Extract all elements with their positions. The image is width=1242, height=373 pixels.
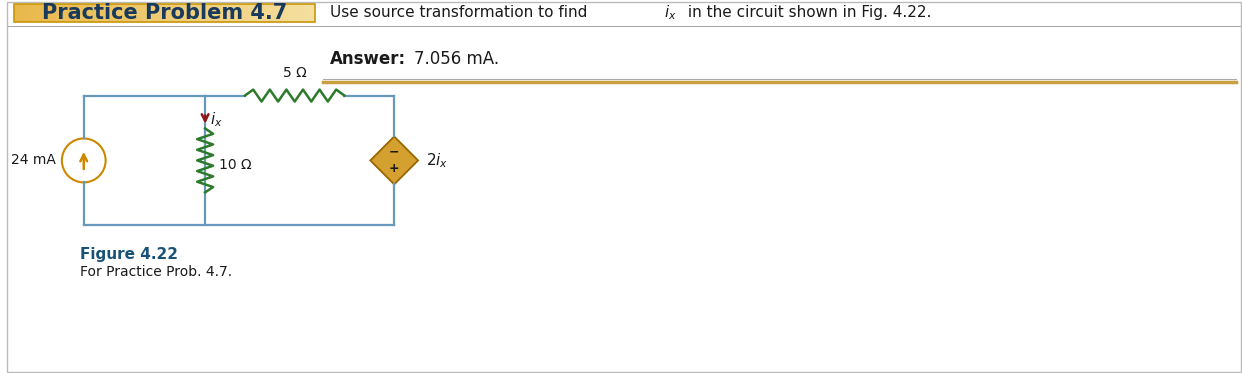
Bar bbox=[273, 4, 277, 22]
Bar bbox=[89, 4, 93, 22]
Bar bbox=[247, 4, 251, 22]
Bar bbox=[14, 4, 17, 22]
Bar bbox=[123, 4, 127, 22]
Bar bbox=[112, 4, 116, 22]
Bar bbox=[127, 4, 130, 22]
Bar bbox=[130, 4, 134, 22]
Bar bbox=[86, 4, 89, 22]
Bar bbox=[134, 4, 138, 22]
Bar bbox=[164, 4, 168, 22]
Bar bbox=[281, 4, 284, 22]
Bar bbox=[142, 4, 145, 22]
Text: −: − bbox=[389, 145, 400, 159]
Bar bbox=[63, 4, 67, 22]
Bar bbox=[168, 4, 171, 22]
Bar bbox=[225, 4, 229, 22]
Bar bbox=[255, 4, 258, 22]
Bar bbox=[195, 4, 199, 22]
Bar bbox=[284, 4, 288, 22]
Bar bbox=[21, 4, 25, 22]
Bar bbox=[32, 4, 36, 22]
Bar bbox=[108, 4, 112, 22]
Bar bbox=[145, 4, 149, 22]
Bar bbox=[210, 4, 214, 22]
Bar bbox=[71, 4, 75, 22]
Bar bbox=[160, 4, 164, 22]
Bar bbox=[277, 4, 281, 22]
Bar bbox=[78, 4, 82, 22]
Text: in the circuit shown in Fig. 4.22.: in the circuit shown in Fig. 4.22. bbox=[683, 5, 932, 20]
Text: $i_x$: $i_x$ bbox=[664, 3, 677, 22]
Text: Figure 4.22: Figure 4.22 bbox=[79, 247, 178, 262]
Bar bbox=[299, 4, 303, 22]
Text: 5 Ω: 5 Ω bbox=[283, 66, 307, 79]
Bar bbox=[258, 4, 262, 22]
Bar bbox=[67, 4, 71, 22]
Bar bbox=[270, 4, 273, 22]
Bar bbox=[217, 4, 221, 22]
Bar bbox=[93, 4, 97, 22]
Bar bbox=[186, 4, 190, 22]
Bar bbox=[296, 4, 299, 22]
Bar bbox=[25, 4, 29, 22]
Bar bbox=[52, 4, 56, 22]
Bar bbox=[183, 4, 186, 22]
Bar bbox=[56, 4, 60, 22]
Bar bbox=[307, 4, 310, 22]
Bar bbox=[266, 4, 270, 22]
Text: $2i_x$: $2i_x$ bbox=[426, 151, 448, 170]
Bar bbox=[288, 4, 292, 22]
Bar bbox=[138, 4, 142, 22]
Bar bbox=[153, 4, 156, 22]
Bar bbox=[232, 4, 236, 22]
Bar bbox=[206, 4, 210, 22]
Bar bbox=[262, 4, 266, 22]
Text: Answer:: Answer: bbox=[329, 50, 406, 68]
Text: Use source transformation to find: Use source transformation to find bbox=[329, 5, 591, 20]
Bar bbox=[75, 4, 78, 22]
Bar bbox=[243, 4, 247, 22]
Bar bbox=[116, 4, 119, 22]
Bar bbox=[199, 4, 202, 22]
Bar bbox=[101, 4, 104, 22]
Bar bbox=[171, 4, 175, 22]
Bar bbox=[251, 4, 255, 22]
Bar bbox=[175, 4, 179, 22]
Bar bbox=[17, 4, 21, 22]
Text: 7.056 mA.: 7.056 mA. bbox=[414, 50, 499, 68]
Bar bbox=[202, 4, 206, 22]
Bar bbox=[303, 4, 307, 22]
Text: 24 mA: 24 mA bbox=[11, 153, 56, 167]
Bar bbox=[292, 4, 296, 22]
Bar bbox=[97, 4, 101, 22]
Bar bbox=[179, 4, 183, 22]
Text: For Practice Prob. 4.7.: For Practice Prob. 4.7. bbox=[79, 265, 232, 279]
Bar bbox=[60, 4, 63, 22]
Bar bbox=[214, 4, 217, 22]
Bar bbox=[229, 4, 232, 22]
Polygon shape bbox=[370, 137, 419, 184]
Bar bbox=[14, 4, 314, 22]
Circle shape bbox=[62, 138, 106, 182]
Bar bbox=[310, 4, 314, 22]
Bar bbox=[156, 4, 160, 22]
Text: Practice Problem 4.7: Practice Problem 4.7 bbox=[42, 3, 287, 23]
Bar bbox=[221, 4, 225, 22]
Bar bbox=[240, 4, 243, 22]
Bar bbox=[190, 4, 195, 22]
Text: 10 Ω: 10 Ω bbox=[219, 159, 252, 172]
Bar bbox=[48, 4, 52, 22]
Bar bbox=[149, 4, 153, 22]
Bar bbox=[41, 4, 45, 22]
Text: +: + bbox=[389, 162, 400, 175]
Bar bbox=[45, 4, 48, 22]
Bar bbox=[104, 4, 108, 22]
Bar bbox=[36, 4, 41, 22]
Bar bbox=[236, 4, 240, 22]
Text: $i_x$: $i_x$ bbox=[210, 110, 222, 129]
Bar bbox=[29, 4, 32, 22]
Bar bbox=[82, 4, 86, 22]
Bar bbox=[119, 4, 123, 22]
